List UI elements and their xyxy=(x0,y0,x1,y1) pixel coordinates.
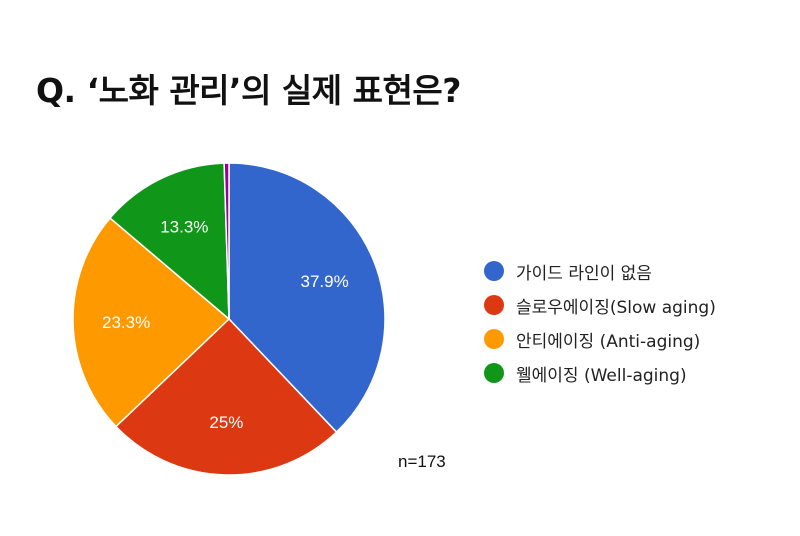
legend-label: 가이드 라인이 없음 xyxy=(516,263,652,284)
legend-item: 슬로우에이징(Slow aging) xyxy=(484,288,716,322)
legend-item: 안티에이징 (Anti-aging) xyxy=(484,322,716,356)
legend-label: 웰에이징 (Well-aging) xyxy=(516,365,687,386)
pie-slice-3 xyxy=(109,162,230,321)
pie-slice-1 xyxy=(114,317,338,476)
legend-label: 슬로우에이징(Slow aging) xyxy=(516,297,716,318)
pie-slice-2 xyxy=(72,217,231,428)
slice-label-0: 37.9% xyxy=(300,272,348,291)
legend-swatch xyxy=(484,295,504,315)
legend-swatch xyxy=(484,261,504,281)
pie-slice-4 xyxy=(223,162,230,320)
slice-label-3: 13.3% xyxy=(160,217,208,236)
pie-slice-0 xyxy=(228,162,386,434)
slice-label-2: 23.3% xyxy=(102,313,150,332)
legend-swatch xyxy=(484,363,504,383)
legend-label: 안티에이징 (Anti-aging) xyxy=(516,331,701,352)
legend-swatch xyxy=(484,329,504,349)
slice-label-1: 25% xyxy=(209,413,243,432)
legend-item: 가이드 라인이 없음 xyxy=(484,254,716,288)
sample-size-note: n=173 xyxy=(398,452,446,471)
chart-title: Q. ‘노화 관리’의 실제 표현은? xyxy=(36,71,461,110)
legend-item: 웰에이징 (Well-aging) xyxy=(484,356,716,390)
